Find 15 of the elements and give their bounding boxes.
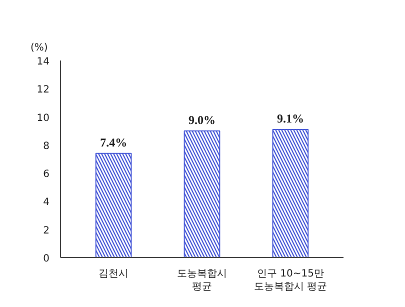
- y-tick-label: 12: [36, 84, 50, 96]
- y-tick-label: 8: [43, 140, 50, 152]
- x-tick-label: 인구 10~15만 도농복합시 평균: [254, 268, 328, 293]
- y-tick-label: 6: [43, 169, 50, 180]
- data-label: 9.0%: [188, 112, 216, 127]
- y-tick-label: 4: [43, 197, 50, 208]
- data-label: 9.1%: [276, 111, 304, 126]
- y-axis-title: (%): [30, 42, 48, 54]
- y-tick-label: 14: [36, 56, 50, 68]
- x-tick-label: 도농복합시 평균: [177, 268, 227, 293]
- y-tick-label: 2: [43, 225, 50, 236]
- y-tick-label: 0: [43, 254, 50, 264]
- y-tick-label: 10: [36, 112, 50, 124]
- x-tick-label: 김천시: [98, 268, 129, 280]
- data-label: 7.4%: [100, 135, 128, 150]
